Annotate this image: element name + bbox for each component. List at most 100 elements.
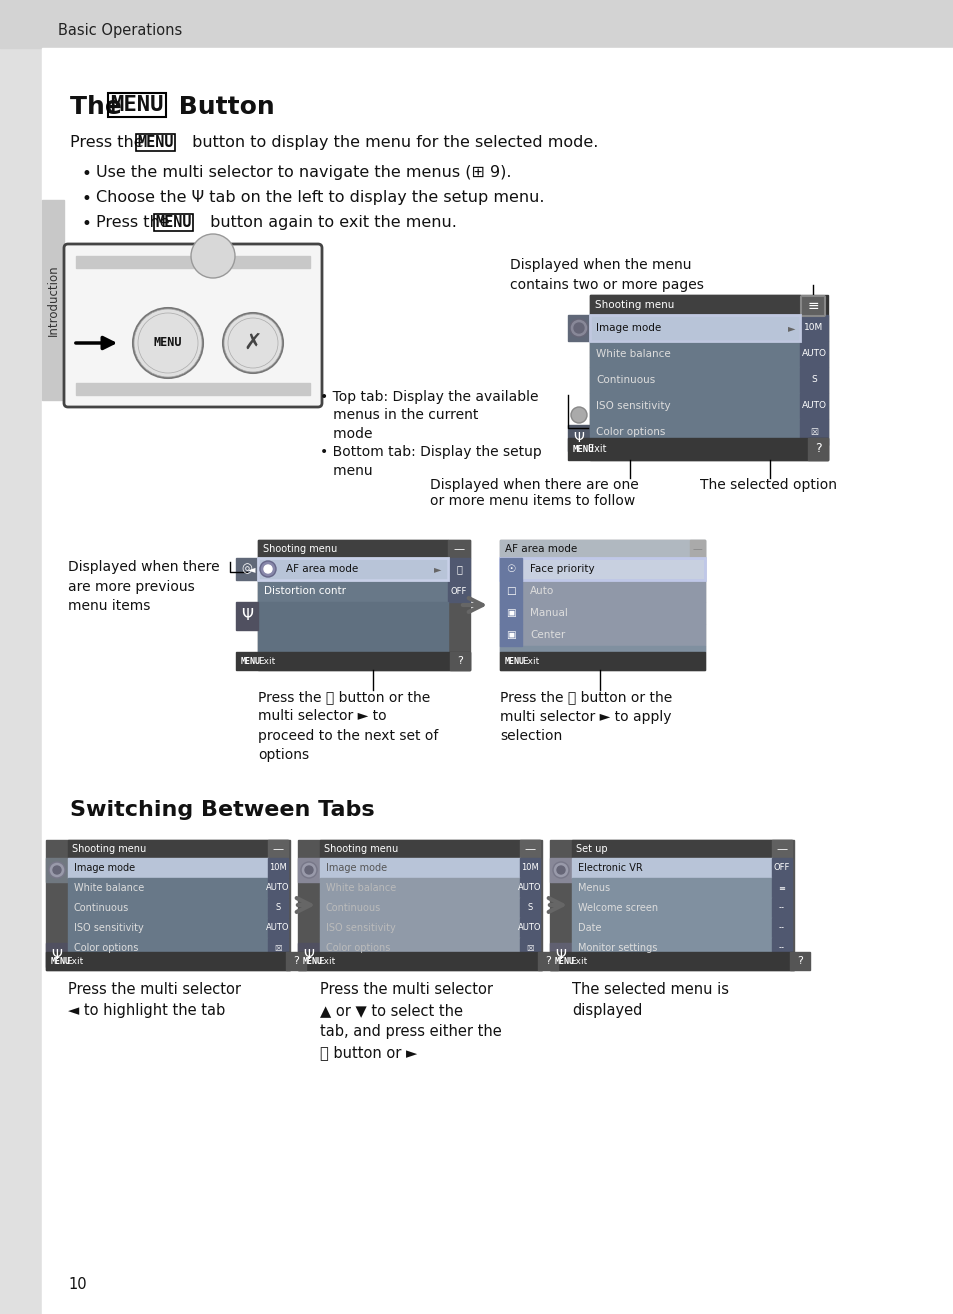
- Text: Welcome screen: Welcome screen: [578, 903, 658, 913]
- Bar: [537, 953, 558, 970]
- Bar: [572, 918, 771, 938]
- Text: ☒: ☒: [274, 943, 281, 953]
- Circle shape: [571, 407, 586, 423]
- Text: •: •: [82, 191, 91, 208]
- Bar: [550, 943, 572, 967]
- Text: ☒: ☒: [526, 943, 533, 953]
- Text: Introduction: Introduction: [47, 264, 59, 336]
- Text: ?: ?: [796, 957, 802, 966]
- Circle shape: [223, 313, 283, 373]
- Text: MENU: MENU: [303, 957, 323, 966]
- Circle shape: [557, 866, 564, 874]
- Text: Exit: Exit: [569, 957, 587, 966]
- Text: ◄: ◄: [248, 564, 255, 574]
- Text: AUTO: AUTO: [266, 883, 290, 892]
- Bar: [589, 367, 800, 393]
- Text: S: S: [275, 904, 280, 912]
- Text: Color options: Color options: [74, 943, 138, 953]
- Text: Color options: Color options: [596, 427, 664, 438]
- Bar: [257, 558, 448, 579]
- Bar: [800, 315, 827, 342]
- Text: □: □: [506, 586, 516, 597]
- Circle shape: [132, 307, 203, 378]
- Text: Choose the Ψ tab on the left to display the setup menu.: Choose the Ψ tab on the left to display …: [96, 191, 544, 205]
- Bar: [519, 840, 539, 858]
- Bar: [589, 315, 800, 342]
- FancyBboxPatch shape: [801, 296, 824, 315]
- Circle shape: [53, 866, 61, 874]
- Bar: [46, 943, 68, 967]
- Bar: [297, 858, 319, 882]
- Text: button again to exit the menu.: button again to exit the menu.: [205, 215, 456, 230]
- Text: OFF: OFF: [773, 863, 789, 872]
- Bar: [519, 878, 539, 897]
- Bar: [800, 393, 827, 419]
- Text: ►: ►: [434, 564, 441, 574]
- Text: Image mode: Image mode: [596, 323, 660, 332]
- Circle shape: [301, 862, 316, 878]
- Bar: [499, 579, 521, 602]
- Bar: [450, 652, 470, 670]
- Text: ☉: ☉: [506, 564, 515, 574]
- Text: Auto: Auto: [530, 586, 554, 597]
- Text: AUTO: AUTO: [801, 350, 825, 359]
- Text: Set up: Set up: [576, 844, 607, 854]
- Bar: [499, 602, 704, 624]
- Bar: [235, 652, 470, 670]
- Text: Press the multi selector
◄ to highlight the tab: Press the multi selector ◄ to highlight …: [68, 982, 241, 1018]
- Bar: [589, 296, 800, 315]
- Text: Press the: Press the: [70, 135, 149, 150]
- Text: Image mode: Image mode: [74, 863, 135, 872]
- Text: —: —: [776, 844, 787, 854]
- Bar: [589, 393, 800, 419]
- Bar: [519, 858, 539, 878]
- Bar: [319, 858, 519, 878]
- Text: ?: ?: [456, 656, 462, 666]
- Text: The selected option: The selected option: [700, 478, 836, 491]
- Text: OFF: OFF: [451, 586, 467, 595]
- Text: MENU: MENU: [137, 135, 173, 150]
- Bar: [572, 878, 771, 897]
- Bar: [46, 858, 68, 882]
- Text: AUTO: AUTO: [517, 883, 541, 892]
- Bar: [76, 256, 310, 268]
- Text: Center: Center: [530, 629, 565, 640]
- Text: Ψ: Ψ: [555, 947, 566, 962]
- Bar: [257, 540, 470, 670]
- Bar: [68, 840, 288, 858]
- Bar: [76, 382, 310, 396]
- Bar: [68, 918, 268, 938]
- Text: AF area mode: AF area mode: [504, 544, 577, 555]
- Text: MENU: MENU: [504, 657, 524, 665]
- Bar: [297, 943, 319, 967]
- Bar: [68, 878, 268, 897]
- Circle shape: [574, 323, 583, 332]
- Text: •: •: [82, 215, 91, 233]
- Circle shape: [569, 319, 587, 336]
- Text: Exit: Exit: [257, 657, 275, 665]
- Bar: [771, 897, 791, 918]
- Bar: [319, 938, 519, 958]
- Text: Shooting menu: Shooting menu: [324, 844, 397, 854]
- Bar: [550, 953, 793, 970]
- Text: AUTO: AUTO: [266, 924, 290, 933]
- Bar: [319, 840, 539, 858]
- Text: Displayed when there
are more previous
menu items: Displayed when there are more previous m…: [68, 560, 219, 614]
- Text: Menus: Menus: [578, 883, 610, 894]
- Bar: [448, 579, 470, 602]
- Bar: [499, 624, 521, 646]
- Text: AUTO: AUTO: [517, 924, 541, 933]
- Bar: [499, 540, 704, 670]
- Bar: [297, 953, 541, 970]
- Bar: [286, 953, 306, 970]
- Text: ≡: ≡: [806, 300, 818, 313]
- Text: Exit: Exit: [317, 957, 335, 966]
- Text: Switching Between Tabs: Switching Between Tabs: [70, 800, 375, 820]
- Text: ?: ?: [814, 443, 821, 456]
- Text: Ψ: Ψ: [303, 947, 314, 962]
- Text: ☒: ☒: [809, 427, 818, 436]
- Text: MENU: MENU: [51, 957, 71, 966]
- Text: 10: 10: [68, 1277, 87, 1292]
- Text: ?: ?: [293, 957, 298, 966]
- Text: ＿: ＿: [456, 564, 461, 574]
